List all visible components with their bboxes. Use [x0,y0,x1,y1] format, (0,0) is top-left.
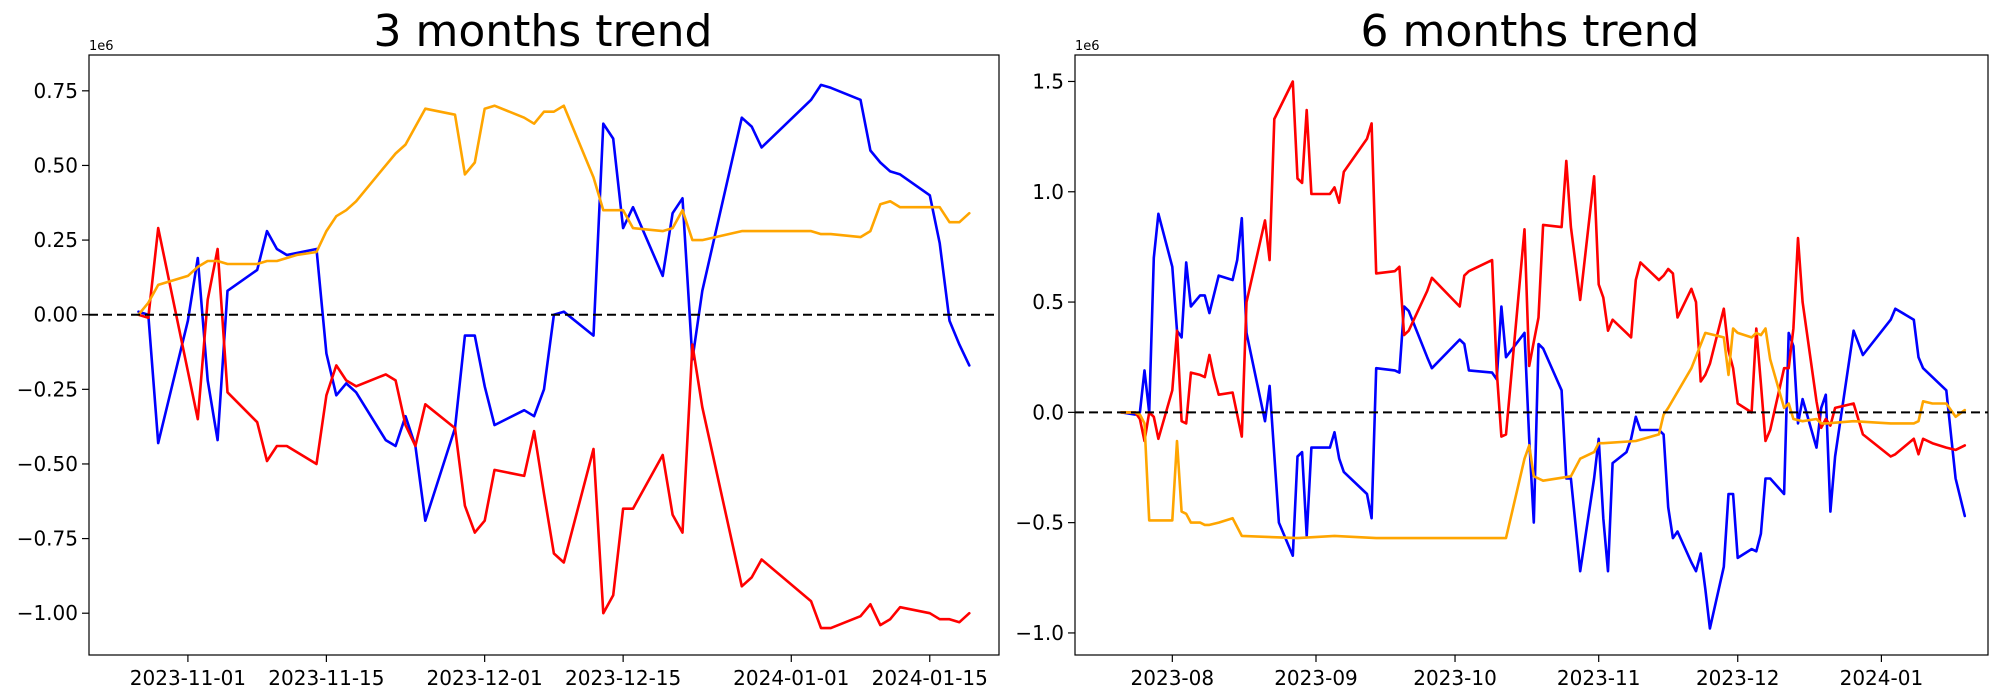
x-tick-label: 2023-10 [1413,666,1497,690]
x-tick-label: 2023-12-15 [565,666,681,690]
y-tick-label: −0.75 [17,527,78,551]
y-tick-label: −0.25 [17,377,78,401]
y-tick-label: −1.0 [1015,621,1064,645]
series-line-1 [1120,80,1967,458]
y-axis-offset-label: 1e6 [89,39,114,54]
x-tick-label: 2023-11 [1557,666,1641,690]
chart-title: 3 months trend [374,6,713,57]
x-tick-label: 2023-11-01 [130,666,246,690]
chart-3-months-trend: 3 months trend 1e6 −1.00 −0.75 −0.50 −0.25 0… [17,6,1000,690]
y-tick-label: 0.5 [1032,290,1064,314]
series-layer [137,83,971,630]
y-tick-label: 0.0 [1032,400,1064,424]
series-line-2 [1120,327,1967,540]
series-layer [1120,80,1967,630]
chart-6-months-trend: 6 months trend 1e6 −1.0−0.50.00.51.01.5 … [1015,6,1989,690]
y-tick-label: 0.75 [33,79,78,103]
y-axis-offset-label: 1e6 [1075,39,1100,54]
series-line-0 [1120,212,1967,630]
plot-area [1074,54,1989,656]
x-axis: 2023-11-01 2023-11-15 2023-12-01 2023-12-15… [130,655,988,690]
y-axis: −1.00 −0.75 −0.50 −0.25 0.00 0.25 0.50 0.75 [17,79,89,625]
y-tick-label: −0.5 [1015,511,1064,535]
x-axis: 2023-08 2023-09 2023-10 2023-11 2023-12 2024-… [1131,655,1924,690]
y-tick-label: 0.25 [33,228,78,252]
series-line-2 [137,104,971,316]
y-axis: −1.0 −0.5 0.0 0.5 1.0 1.5 [1015,69,1075,645]
y-tick-label: 0.00 [33,303,78,327]
x-tick-label: 2023-11-15 [268,666,384,690]
x-tick-label: 2024-01-01 [733,666,849,690]
y-tick-label: 1.0 [1032,180,1064,204]
y-tick-label: 0.50 [33,153,78,177]
y-tick-label: 1.5 [1032,69,1064,93]
series-line-0 [137,83,971,522]
x-tick-label: 2023-12-01 [427,666,543,690]
y-tick-label: −1.00 [17,601,78,625]
x-tick-label: 2024-01 [1840,666,1924,690]
x-tick-label: 2024-01-15 [872,666,988,690]
series-line-1 [137,226,971,630]
plot-area [88,54,1000,656]
x-tick-label: 2023-09 [1274,666,1358,690]
x-tick-label: 2023-08 [1131,666,1215,690]
chart-title: 6 months trend [1361,6,1700,57]
y-tick-label: −0.50 [17,452,78,476]
x-tick-label: 2023-12 [1696,666,1780,690]
